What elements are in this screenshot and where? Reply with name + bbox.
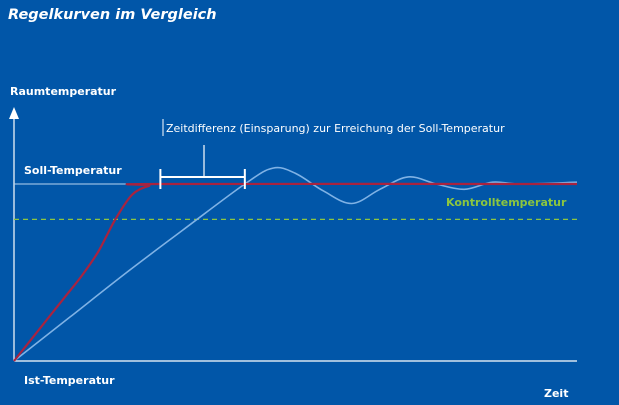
y-axis-label: Raumtemperatur	[10, 85, 117, 98]
x-axis-label: Zeit	[544, 387, 568, 400]
kontroll-temperature-label: Kontrolltemperatur	[446, 196, 567, 209]
ist-temperature-label: Ist-Temperatur	[24, 374, 115, 387]
soll-temperature-label: Soll-Temperatur	[24, 164, 122, 177]
y-axis-arrow	[9, 107, 19, 119]
series-fast-line	[13, 182, 578, 362]
chart-title: Regelkurven im Vergleich	[8, 7, 217, 23]
series-slow-line	[13, 166, 578, 362]
annotation-text: Zeitdifferenz (Einsparung) zur Erreichun…	[166, 122, 505, 135]
